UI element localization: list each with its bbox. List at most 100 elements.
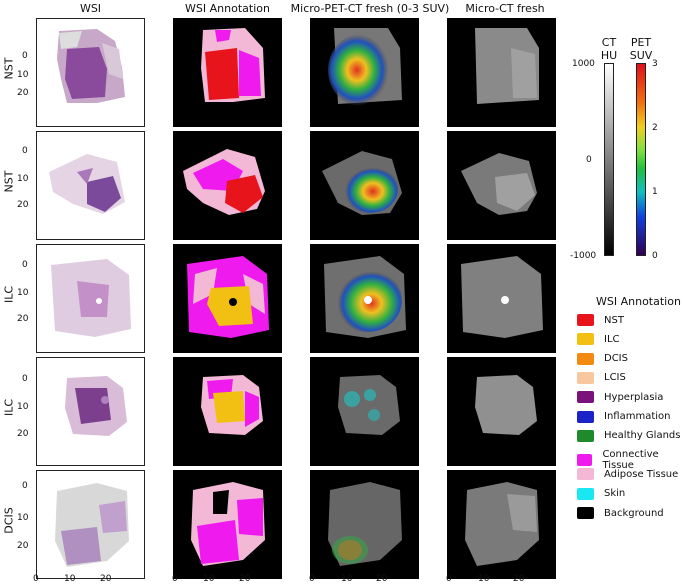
xtick-c1-10: 10 xyxy=(64,574,76,584)
ytick-r4-10: 10 xyxy=(17,402,29,412)
ytick-r5-0: 0 xyxy=(22,481,28,491)
pet-tick-2: 2 xyxy=(652,123,658,133)
legend-label: Healthy Glands xyxy=(604,430,681,442)
row-label-3: ILC xyxy=(2,285,16,304)
ct-colorbar-title-line1: CT xyxy=(601,36,617,49)
ct-tick-bottom: -1000 xyxy=(570,251,597,261)
ct-colorbar xyxy=(604,63,614,256)
row-label-2: NST xyxy=(2,170,16,193)
legend-item-nst: NST xyxy=(577,314,624,326)
xtick-c1-20: 20 xyxy=(100,574,112,584)
ct-tick-mid: 0 xyxy=(586,155,592,165)
legend-label: DCIS xyxy=(604,353,628,365)
ct-tick-top: 1000 xyxy=(572,59,595,69)
pet-colorbar xyxy=(636,63,646,256)
legend-swatch xyxy=(577,410,594,423)
ytick-r2-10: 10 xyxy=(17,174,29,184)
annotation-image-row3 xyxy=(173,244,282,353)
ytick-r5-10: 10 xyxy=(17,513,29,523)
pet-tick-3: 3 xyxy=(652,59,658,69)
legend-swatch xyxy=(577,454,593,467)
legend-swatch xyxy=(577,333,594,346)
legend-label: Hyperplasia xyxy=(604,391,664,403)
pet-colorbar-title-line1: PET xyxy=(630,36,652,49)
pet-colorbar-title: PET SUV xyxy=(626,36,656,62)
legend-swatch xyxy=(577,507,594,519)
xtick-c4-10: 10 xyxy=(478,574,490,584)
legend-item-inflammation: Inflammation xyxy=(577,410,671,423)
pet-ct-image-row1 xyxy=(310,18,419,127)
legend-swatch xyxy=(577,371,594,384)
row-label-1: NST xyxy=(2,57,16,80)
micro-ct-image-row3 xyxy=(447,244,556,353)
pet-ct-image-row4 xyxy=(310,357,419,466)
wsi-image-row2 xyxy=(36,131,145,240)
row-label-5: DCIS xyxy=(2,507,16,534)
legend-swatch xyxy=(577,468,594,481)
pet-ct-image-row5 xyxy=(310,470,419,579)
pet-colorbar-title-line2: SUV xyxy=(629,49,653,62)
micro-ct-image-row2 xyxy=(447,131,556,240)
ct-colorbar-title-line2: HU xyxy=(600,49,618,62)
legend-label: ILC xyxy=(604,333,620,345)
annotation-image-row4 xyxy=(173,357,282,466)
ytick-r1-20: 20 xyxy=(17,88,29,98)
xtick-c2-20: 20 xyxy=(239,574,251,584)
xtick-c3-20: 20 xyxy=(376,574,388,584)
wsi-image-row5 xyxy=(36,470,145,579)
legend-label: Background xyxy=(604,507,664,519)
ytick-r5-20: 20 xyxy=(17,541,29,551)
ytick-r2-20: 20 xyxy=(17,200,29,210)
legend-item-dcis: DCIS xyxy=(577,352,628,365)
xtick-c1-0: 0 xyxy=(33,574,39,584)
legend-item-connective-tissue: Connective Tissue xyxy=(577,449,685,471)
legend-title: WSI Annotation xyxy=(596,295,681,308)
legend-swatch xyxy=(577,429,594,442)
legend-swatch xyxy=(577,352,594,365)
pet-tick-0: 0 xyxy=(652,251,658,261)
ytick-r3-10: 10 xyxy=(17,288,29,298)
annotation-image-row5 xyxy=(173,470,282,579)
legend-swatch xyxy=(577,487,594,500)
micro-ct-image-row4 xyxy=(447,357,556,466)
legend-item-hyperplasia: Hyperplasia xyxy=(577,391,664,404)
column-title-micro-ct: Micro-CT fresh xyxy=(465,2,545,15)
ytick-r3-0: 0 xyxy=(22,260,28,270)
xtick-c3-0: 0 xyxy=(309,574,315,584)
legend-label: Connective Tissue xyxy=(602,449,659,472)
micro-ct-image-row5 xyxy=(447,470,556,579)
legend-item-lcis: LCIS xyxy=(577,371,626,384)
ytick-r2-0: 0 xyxy=(22,146,28,156)
legend-item-skin: Skin xyxy=(577,487,626,500)
legend-swatch xyxy=(577,314,594,326)
annotation-image-row1 xyxy=(173,18,282,127)
pet-tick-1: 1 xyxy=(652,187,658,197)
ytick-r4-0: 0 xyxy=(22,374,28,384)
legend-label: Skin xyxy=(604,488,626,500)
ct-colorbar-title: CT HU xyxy=(598,36,620,62)
legend-label: Inflammation xyxy=(604,411,671,422)
wsi-image-row4 xyxy=(36,357,145,466)
xtick-c3-10: 10 xyxy=(341,574,353,584)
ytick-r1-0: 0 xyxy=(22,51,28,61)
xtick-c2-0: 0 xyxy=(172,574,178,584)
annotation-image-row2 xyxy=(173,131,282,240)
legend-swatch xyxy=(577,391,594,404)
ytick-r4-20: 20 xyxy=(17,429,29,439)
ytick-r1-10: 10 xyxy=(17,70,29,80)
pet-ct-image-row3 xyxy=(310,244,419,353)
xtick-c2-10: 10 xyxy=(203,574,215,584)
legend-label: NST xyxy=(604,314,624,326)
legend-label: LCIS xyxy=(604,372,626,384)
legend-item-ilc: ILC xyxy=(577,333,620,346)
column-title-pet-ct: Micro-PET-CT fresh (0-3 SUV) xyxy=(290,2,450,15)
row-label-4: ILC xyxy=(2,398,16,417)
wsi-image-row3 xyxy=(36,244,145,353)
column-title-wsi-annotation: WSI Annotation xyxy=(185,2,270,15)
legend-item-background: Background xyxy=(577,507,664,519)
legend-item-healthy-glands: Healthy Glands xyxy=(577,429,681,442)
column-title-wsi: WSI xyxy=(79,2,102,15)
xtick-c4-20: 20 xyxy=(513,574,525,584)
micro-ct-image-row1 xyxy=(447,18,556,127)
wsi-image-row1 xyxy=(36,18,145,127)
